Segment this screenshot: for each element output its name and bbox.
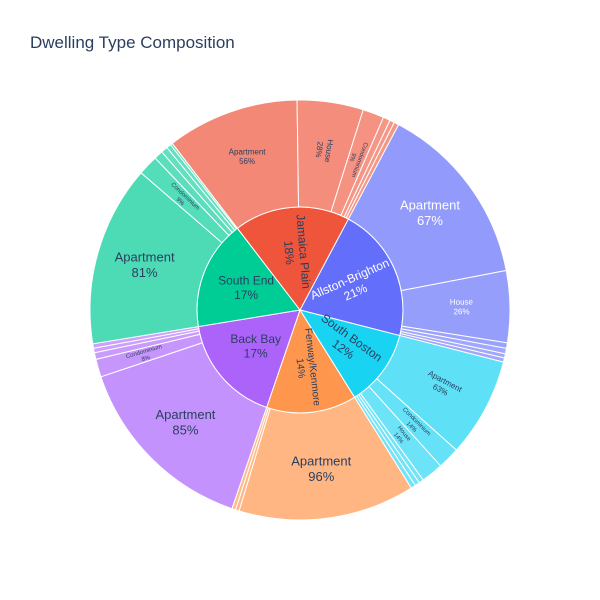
outer-label-jamaica-plain-apartment: Apartment 56%	[229, 148, 267, 167]
outer-label-fenway-kenmore-apartment: Apartment 96%	[291, 454, 351, 485]
outer-slice-south-end-apartment-0[interactable]	[89, 172, 223, 345]
outer-label-south-end-apartment: Apartment 81%	[115, 250, 175, 281]
outer-label-allston-brighton-apartment: Apartment 67%	[400, 198, 460, 229]
outer-label-allston-brighton-house: House26%	[450, 298, 474, 317]
outer-slice-jamaica-plain-other-5[interactable]	[345, 121, 400, 220]
outer-slice-allston-brighton-apartment-0[interactable]	[347, 123, 507, 292]
inner-label-back-bay: Back Bay 17%	[230, 332, 281, 360]
chart-title: Dwelling Type Composition	[30, 33, 235, 52]
outer-label-jamaica-plain-house: House28%	[313, 137, 335, 163]
inner-label-jamaica-plain: Jamaica Plain18%	[279, 214, 313, 291]
outer-label-back-bay-apartment: Apartment 85%	[155, 407, 215, 438]
inner-label-south-end: South End 17%	[218, 274, 274, 302]
